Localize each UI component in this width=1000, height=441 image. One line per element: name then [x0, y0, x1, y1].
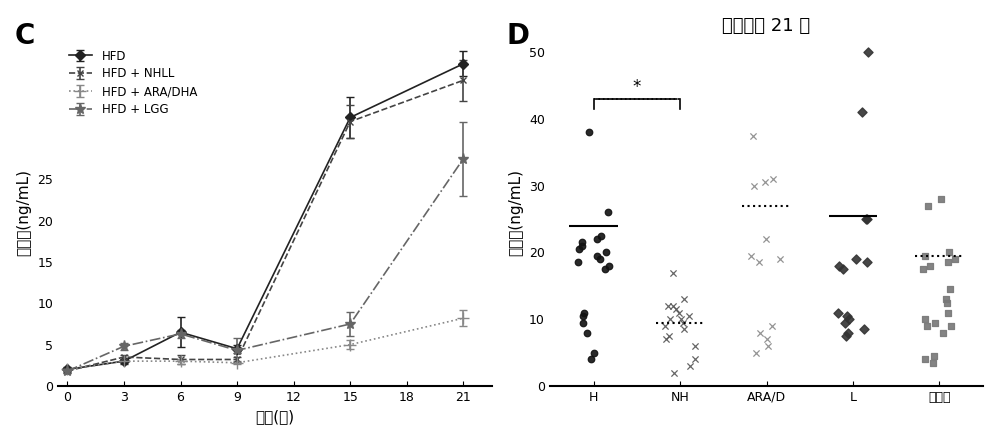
Point	[598, 249, 614, 256]
Point	[574, 239, 590, 246]
Point	[665, 269, 681, 276]
Point	[746, 182, 762, 189]
Point	[831, 262, 847, 269]
Point	[682, 363, 698, 370]
Point	[676, 295, 692, 303]
Point	[657, 322, 673, 329]
Point	[675, 319, 691, 326]
Point	[838, 333, 854, 340]
Point	[666, 369, 682, 376]
Point	[600, 209, 616, 216]
Point	[917, 356, 933, 363]
Point	[922, 262, 938, 269]
Point	[748, 349, 764, 356]
Point	[745, 132, 761, 139]
Point	[575, 319, 591, 326]
Point	[860, 49, 876, 56]
Point	[586, 349, 602, 356]
Text: C: C	[15, 22, 35, 50]
Point	[751, 259, 767, 266]
Point	[570, 259, 586, 266]
Point	[752, 329, 768, 336]
Point	[917, 252, 933, 259]
Point	[940, 259, 956, 266]
Point	[772, 256, 788, 263]
Point	[858, 216, 874, 223]
Point	[943, 322, 959, 329]
Point	[854, 109, 870, 116]
Point	[942, 286, 958, 293]
Point	[765, 176, 781, 183]
Point	[579, 329, 595, 336]
Point	[920, 202, 936, 209]
Point	[840, 329, 856, 336]
Point	[676, 326, 692, 333]
Point	[743, 252, 759, 259]
Y-axis label: 胰岛素(ng/mL): 胰岛素(ng/mL)	[508, 169, 523, 256]
Point	[671, 309, 687, 316]
Text: D: D	[506, 22, 529, 50]
Point	[658, 336, 674, 343]
Point	[927, 319, 943, 326]
Point	[681, 312, 697, 319]
Point	[673, 316, 689, 323]
Point	[759, 336, 775, 343]
Point	[859, 259, 875, 266]
Point	[597, 265, 613, 273]
Point	[592, 256, 608, 263]
Point	[601, 262, 617, 269]
Point	[919, 322, 935, 329]
X-axis label: 时间(周): 时间(周)	[255, 409, 294, 424]
Legend: HFD, HFD + NHLL, HFD + ARA/DHA, HFD + LGG: HFD, HFD + NHLL, HFD + ARA/DHA, HFD + LG…	[64, 45, 202, 120]
Title: 胰岛素第 21 周: 胰岛素第 21 周	[722, 17, 811, 35]
Point	[760, 342, 776, 349]
Point	[841, 316, 857, 323]
Point	[938, 295, 954, 303]
Point	[589, 235, 605, 243]
Point	[933, 196, 949, 203]
Point	[574, 242, 590, 249]
Point	[947, 256, 963, 263]
Point	[935, 329, 951, 336]
Point	[589, 252, 605, 259]
Point	[593, 232, 609, 239]
Point	[856, 326, 872, 333]
Point	[661, 333, 677, 340]
Point	[665, 303, 681, 310]
Point	[859, 216, 875, 223]
Point	[839, 312, 855, 319]
Text: *: *	[633, 78, 641, 96]
Point	[687, 342, 703, 349]
Point	[576, 309, 592, 316]
Point	[583, 356, 599, 363]
Point	[915, 265, 931, 273]
Point	[687, 356, 703, 363]
Point	[925, 359, 941, 366]
Point	[939, 299, 955, 306]
Point	[758, 235, 774, 243]
Point	[941, 249, 957, 256]
Point	[940, 309, 956, 316]
Point	[575, 312, 591, 319]
Point	[660, 303, 676, 310]
Point	[757, 179, 773, 186]
Point	[764, 322, 780, 329]
Point	[848, 256, 864, 263]
Y-axis label: 胰岛素(ng/mL): 胰岛素(ng/mL)	[17, 169, 32, 256]
Point	[668, 306, 684, 313]
Point	[830, 309, 846, 316]
Point	[571, 246, 587, 253]
Point	[662, 316, 678, 323]
Point	[835, 265, 851, 273]
Point	[926, 352, 942, 359]
Point	[837, 319, 853, 326]
Point	[917, 316, 933, 323]
Point	[581, 129, 597, 136]
